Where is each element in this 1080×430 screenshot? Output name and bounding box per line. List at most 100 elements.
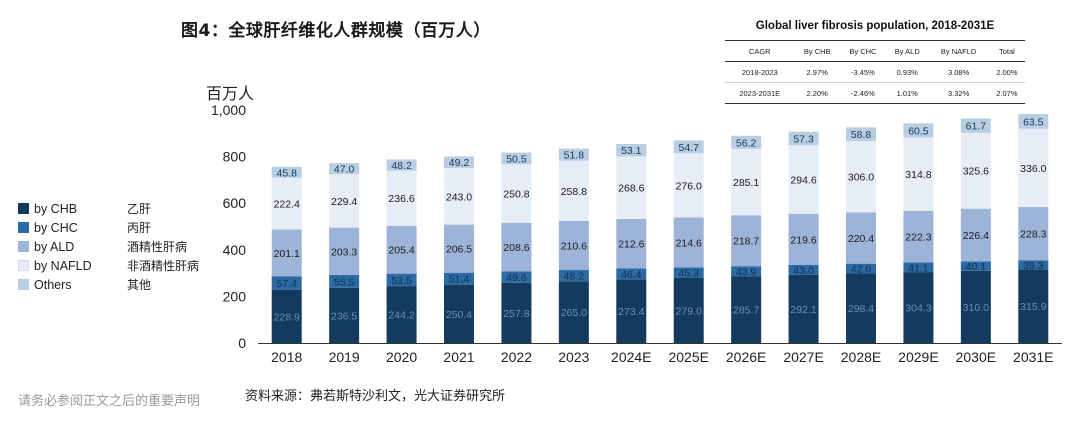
data-label: 314.8 — [905, 169, 931, 181]
bar-segment — [673, 217, 704, 268]
bar-segment — [1018, 113, 1049, 129]
data-label: 47.0 — [334, 164, 355, 176]
data-label: 265.0 — [561, 307, 587, 319]
data-label: 304.3 — [905, 303, 931, 315]
data-label: 294.6 — [790, 174, 816, 186]
bar-segment — [846, 141, 876, 213]
legend-label-zh: 丙肝 — [127, 221, 152, 235]
disclaimer-text: 请务必参阅正文之后的重要声明 — [18, 394, 201, 409]
bar-segment — [501, 222, 532, 272]
data-label: 336.0 — [1020, 163, 1046, 175]
legend-label-zh: 乙肝 — [127, 202, 152, 216]
data-label: 222.3 — [905, 232, 931, 244]
bar-segment — [444, 156, 474, 168]
bar-segment — [673, 140, 704, 154]
data-label: 220.4 — [848, 233, 874, 245]
bar-segment — [673, 277, 704, 343]
x-tick-label: 2022 — [501, 349, 532, 365]
data-label: 43.9 — [736, 266, 757, 278]
legend-label-zh: 其他 — [127, 278, 152, 292]
bar-segment — [1018, 260, 1049, 270]
data-label: 273.4 — [618, 306, 644, 318]
data-label: 298.4 — [848, 303, 874, 315]
cagr-cell: 2023-2031E — [725, 82, 795, 104]
data-label: 57.4 — [276, 278, 297, 290]
data-label: 56.2 — [736, 137, 757, 149]
legend: by CHB 乙肝 by CHC 丙肝 by ALD 酒精性肝病 by NAFL… — [18, 199, 199, 294]
cagr-header-cell: By NAFLD — [928, 40, 989, 62]
legend-item-others: Others 其他 — [18, 275, 199, 294]
data-label: 210.6 — [561, 240, 587, 252]
data-label: 292.1 — [790, 304, 816, 316]
bar-segment — [558, 270, 589, 282]
source-text: 资料来源：弗若斯特沙利文，光大证券研究所 — [245, 389, 506, 404]
bar-segment — [271, 229, 302, 277]
x-tick-label: 2027E — [783, 349, 823, 365]
bar-segment — [444, 167, 474, 225]
bar-segment — [788, 274, 819, 343]
legend-label-en: by ALD — [34, 239, 75, 254]
data-label: 55.5 — [334, 276, 355, 288]
cagr-header-cell: By ALD — [885, 40, 929, 62]
y-tick-label: 400 — [223, 242, 247, 258]
data-label: 222.4 — [274, 199, 300, 211]
bar-segment — [271, 166, 302, 178]
bar-segment — [271, 177, 302, 230]
data-label: 203.3 — [331, 246, 357, 258]
data-label: 50.5 — [506, 153, 527, 165]
data-label: 268.6 — [618, 183, 644, 195]
bar-segment — [444, 272, 474, 285]
cagr-table-title: Global liver fibrosis population, 2018-2… — [755, 20, 995, 32]
bar-segment — [960, 208, 991, 262]
bar-segment — [386, 159, 417, 171]
bar-segment — [846, 127, 876, 142]
bar-segment — [616, 218, 647, 269]
data-label: 48.2 — [564, 271, 585, 283]
bar-segment — [616, 143, 647, 157]
cagr-cell: 0.93% — [896, 67, 918, 77]
bar-segment — [501, 164, 532, 223]
data-label: 250.8 — [503, 189, 529, 201]
data-label: 285.7 — [733, 305, 759, 317]
data-label: 41.1 — [908, 262, 929, 274]
data-label: 212.6 — [618, 239, 644, 251]
x-tick-label: 2023 — [558, 349, 589, 365]
legend-item-nafld: by NAFLD 非酒精性肝病 — [18, 256, 199, 275]
data-label: 228.9 — [274, 311, 300, 323]
y-tick-label: 1,000 — [211, 102, 246, 118]
bar-segment — [386, 170, 417, 226]
data-label: 206.5 — [446, 244, 472, 256]
data-label: 243.0 — [446, 191, 472, 203]
legend-swatch — [18, 222, 29, 233]
bar-segment — [1018, 207, 1049, 261]
bar-segment — [616, 268, 647, 280]
data-label: 201.1 — [274, 248, 300, 260]
cagr-cell: -2.46% — [839, 82, 886, 104]
x-tick-label: 2019 — [329, 349, 360, 365]
cagr-cell: -3.45% — [851, 67, 875, 77]
data-label: 205.4 — [388, 245, 414, 257]
data-label: 48.2 — [391, 160, 412, 172]
data-label: 236.6 — [388, 193, 414, 205]
data-label: 285.1 — [733, 177, 759, 189]
bar-segment — [846, 273, 876, 343]
data-label: 60.5 — [908, 125, 929, 137]
legend-label-en: by CHB — [34, 201, 78, 216]
bar-segment — [903, 137, 934, 211]
bar-segment — [731, 135, 762, 149]
data-label: 40.1 — [966, 261, 987, 273]
data-label: 43.0 — [793, 265, 814, 277]
bar-segment — [558, 281, 589, 343]
legend-label-en: by CHC — [34, 220, 78, 235]
bar-segment — [673, 153, 704, 218]
x-tick-label: 2018 — [271, 349, 302, 365]
x-tick-label: 2024E — [611, 349, 651, 365]
bar-segment — [903, 210, 934, 263]
data-label: 250.4 — [446, 309, 472, 321]
cagr-cell: 1.01% — [885, 82, 929, 104]
data-label: 315.9 — [1020, 301, 1046, 313]
bar-segment — [386, 286, 417, 343]
legend-label-en: Others — [34, 277, 72, 292]
bar-segment — [731, 215, 762, 267]
